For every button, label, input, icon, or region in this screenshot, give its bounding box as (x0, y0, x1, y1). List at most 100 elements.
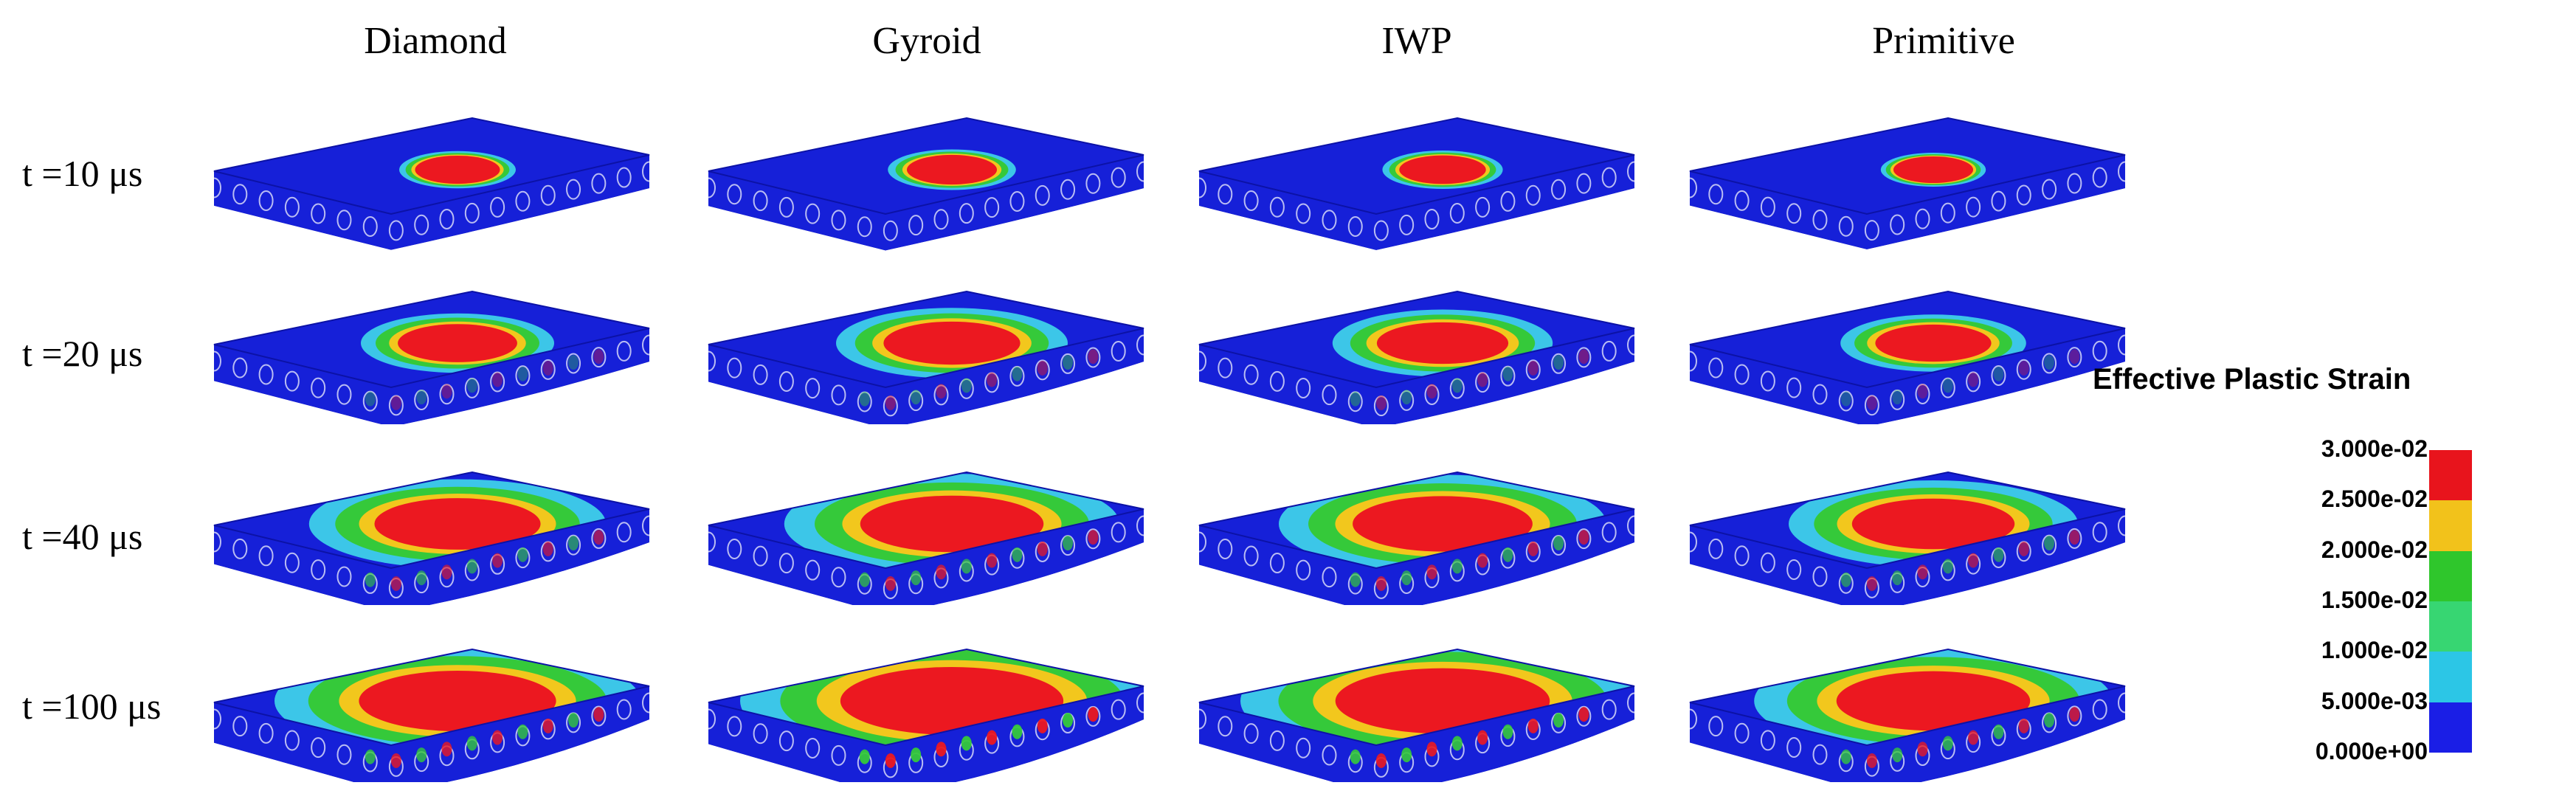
lattice-cell (232, 357, 248, 379)
lattice-cell (831, 567, 846, 588)
panel-diamond-t40 (207, 457, 679, 612)
panel-diamond-t100 (207, 635, 679, 793)
lattice-cell-strain (1942, 736, 1953, 751)
strain-contour (1353, 496, 1533, 552)
column-title-primitive: Primitive (1872, 20, 2015, 62)
lattice-cell-strain (1477, 730, 1488, 745)
lattice-cell (439, 208, 455, 229)
lattice-cell-strain (1401, 390, 1412, 405)
panel-gyroid-t10 (701, 103, 1173, 255)
lattice-cell (1424, 384, 1440, 405)
lattice-cell (1296, 737, 1311, 759)
lattice-cell (1269, 553, 1285, 574)
lattice-cell-strain (416, 390, 427, 405)
lattice-cell (1296, 377, 1311, 398)
lattice-cell (1373, 395, 1389, 417)
lattice-cell-strain (2018, 718, 2029, 733)
lattice-cell-strain (1993, 724, 2004, 739)
lattice-core (708, 155, 1144, 251)
lattice-cell (1760, 370, 1775, 392)
lattice-cell-strain (593, 707, 604, 722)
lattice-cell-strain (859, 749, 870, 764)
lattice-cell (1085, 347, 1101, 368)
lattice-cell (2118, 334, 2133, 356)
row-label-t10: t =10 μs (22, 153, 143, 194)
lattice-cell (362, 215, 378, 237)
lattice-cell (2067, 173, 2082, 194)
lattice-cell-strain (390, 753, 401, 768)
legend-tick-label: 2.500e-02 (2321, 486, 2428, 513)
lattice-cell (701, 177, 716, 198)
strain-contour (374, 498, 541, 550)
lattice-cell (2016, 184, 2031, 206)
lattice-cell-strain (1401, 747, 1412, 763)
lattice-cell (616, 340, 632, 362)
lattice-cell (388, 395, 404, 416)
lattice-cell (1915, 383, 1930, 404)
lattice-cell (1576, 347, 1592, 368)
lattice-cell (1682, 531, 1697, 553)
lattice-core (214, 686, 649, 793)
lattice-cell (1347, 391, 1363, 412)
lattice-cell (1864, 220, 1879, 241)
lattice-cell-strain (1553, 536, 1564, 551)
lattice-cell (1915, 208, 1930, 229)
lattice-cell (1601, 340, 1617, 362)
lattice-cell (1551, 534, 1567, 556)
lattice-cell (2042, 353, 2057, 374)
lattice-cell (2042, 534, 2057, 556)
lattice-core (1690, 686, 2125, 792)
panel-iwp-t100 (1192, 635, 1664, 795)
lattice-cell-strain (1012, 724, 1023, 739)
lattice-cell-strain (593, 530, 604, 545)
panel-iwp-t40 (1192, 457, 1664, 614)
lattice-cell (805, 203, 821, 224)
lattice-cell (1243, 545, 1259, 567)
lattice-cell (1085, 705, 1101, 727)
lattice-cell-strain (1840, 572, 1851, 587)
lattice-cell (1601, 167, 1617, 188)
lattice-cell-strain (1451, 559, 1463, 574)
lattice-cell-strain (1866, 395, 1877, 410)
strain-contour (1893, 156, 1974, 184)
lattice-cell-strain (2069, 530, 2080, 545)
lattice-cell (1525, 359, 1541, 381)
lattice-cell-strain (1866, 576, 1877, 591)
lattice-core (708, 509, 1144, 615)
lattice-cell (1035, 359, 1050, 381)
lattice-cell (778, 370, 794, 392)
lattice-cell-strain (987, 553, 998, 568)
lattice-cell (616, 522, 632, 543)
lattice-cell (566, 179, 581, 200)
lattice-cell (1812, 384, 1828, 405)
strain-contour (906, 154, 998, 185)
lattice-cell (831, 210, 846, 231)
lattice-cell (591, 173, 607, 194)
lattice-cell (439, 384, 455, 405)
lattice-core (214, 509, 649, 612)
lattice-cell (540, 359, 556, 380)
lattice-cell (1009, 365, 1025, 387)
lattice-cell (207, 177, 221, 198)
lattice-cell-strain (1502, 547, 1513, 562)
lattice-cell (311, 377, 326, 398)
panel-diamond-t20 (207, 277, 679, 428)
lattice-core (1199, 509, 1634, 614)
lattice-cell-strain (1350, 749, 1361, 764)
column-title-iwp: IWP (1381, 20, 1452, 62)
lattice-cell-strain (1527, 360, 1539, 376)
lattice-cell (258, 545, 274, 567)
lattice-cell-strain (987, 372, 998, 387)
lattice-cell-strain (1840, 749, 1851, 764)
lattice-cell (336, 744, 352, 765)
lattice-cell-strain (593, 349, 604, 365)
lattice-cell (1760, 552, 1775, 573)
lattice-cell (883, 220, 898, 241)
lattice-cell-strain (1012, 547, 1023, 562)
lattice-cell (258, 190, 274, 211)
lattice-cell (642, 334, 657, 356)
lattice-cell-strain (1527, 718, 1539, 733)
lattice-cell (701, 708, 716, 730)
lattice-cell-strain (1917, 564, 1928, 580)
lattice-cell (933, 209, 949, 230)
